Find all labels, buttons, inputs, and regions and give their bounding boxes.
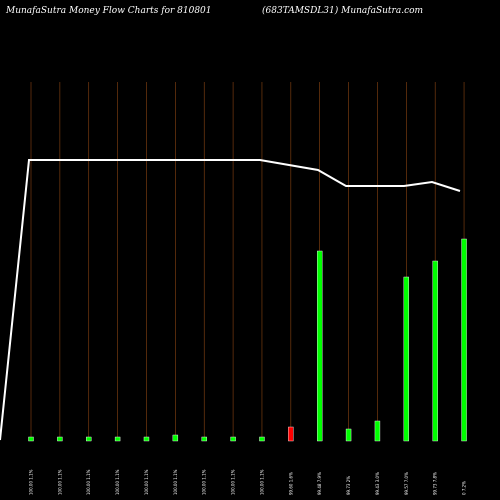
chart-title-left: MunafaSutra Money Flow Charts for 810801 <box>6 6 212 16</box>
price-line <box>0 159 461 441</box>
flow-bar <box>201 436 207 442</box>
x-tick-label: 100.00 1.1% <box>57 469 62 495</box>
flow-bar <box>461 238 467 442</box>
x-tick-label: 99.73 2% <box>346 476 351 495</box>
flow-bar <box>114 436 121 442</box>
x-tick-label: 100.00 1.1% <box>86 469 91 495</box>
flow-bar <box>230 436 236 442</box>
flow-bar <box>288 426 294 442</box>
flow-bar <box>86 436 92 442</box>
x-tick-label: 100.00 1.1% <box>259 469 264 495</box>
flow-bar <box>374 420 381 442</box>
x-tick-label: 100.00 1.1% <box>144 469 149 495</box>
flow-bar <box>57 436 63 442</box>
flow-bar <box>317 250 323 442</box>
x-tick-label: 99.48 7.9% <box>317 472 322 495</box>
flow-bar <box>345 428 352 442</box>
flow-bar <box>172 434 179 442</box>
flow-bar <box>28 436 34 442</box>
x-tick-label: 99.43 3.0% <box>375 472 380 495</box>
chart-title-right: (683TAMSDL31) MunafaSutra.com <box>262 6 424 16</box>
x-tick-label: 0 7.2% <box>462 481 467 495</box>
flow-bar <box>432 260 438 442</box>
flow-bar <box>403 276 410 442</box>
x-tick-label: 100.00 1.1% <box>115 469 120 495</box>
flow-bar <box>143 436 150 442</box>
x-tick-label: 99.73 7.8% <box>433 472 438 495</box>
x-tick-label: 100.00 1.1% <box>231 469 236 495</box>
x-tick-label: 99.60 1.6% <box>288 472 293 495</box>
x-tick-label: 100.00 1.1% <box>202 469 207 495</box>
x-tick-label: 100.00 1.1% <box>173 469 178 495</box>
flow-bar <box>259 436 265 442</box>
x-tick-label: 99.57 7.0% <box>404 472 409 495</box>
x-tick-label: 100.00 1.1% <box>29 469 34 495</box>
